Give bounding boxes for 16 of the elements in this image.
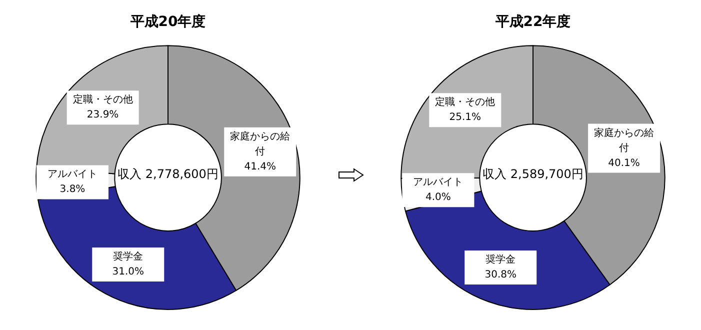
data-label: 30.8% <box>484 270 516 281</box>
slice-label: 家庭からの給付 <box>594 126 654 154</box>
chart-title: 平成20年度 <box>129 13 206 30</box>
data-label: 23.9% <box>86 110 119 121</box>
slice-label: 奨学金 <box>486 254 516 266</box>
slice-label: 定職・その他 <box>72 94 133 106</box>
data-label: 31.0% <box>112 266 144 278</box>
text: 収入 2,778,600円 <box>118 167 218 182</box>
slice-label: 家庭からの給付 <box>230 130 290 158</box>
data-label: 41.4% <box>244 161 276 172</box>
data-label: 25.1% <box>449 112 482 124</box>
slice-label: 定職・その他 <box>435 96 496 108</box>
slice-label: 奨学金 <box>113 250 144 262</box>
text: 収入 2,589,700円 <box>482 167 584 182</box>
data-label: 40.1% <box>608 158 640 169</box>
chart-title: 平成22年度 <box>494 13 571 30</box>
